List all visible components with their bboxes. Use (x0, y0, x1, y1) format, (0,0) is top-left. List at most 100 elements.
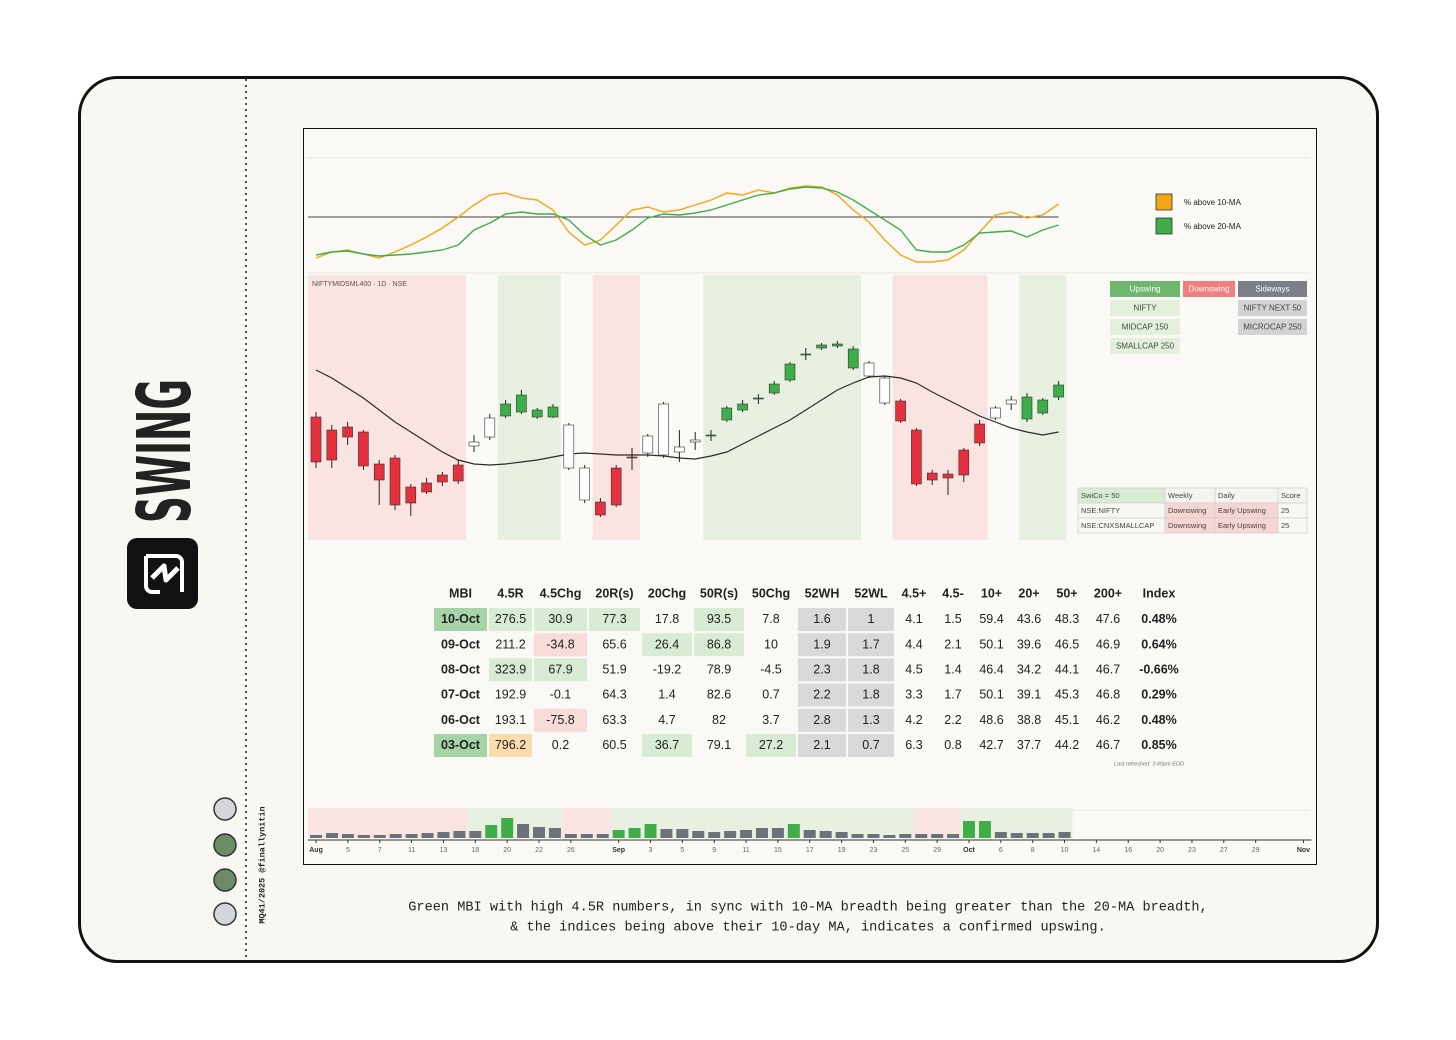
mbi-header: Index (1143, 586, 1176, 600)
mbi-cell: 10-Oct (441, 612, 481, 626)
mbi-cell: 7.8 (762, 612, 779, 626)
x-tick-label: 18 (471, 847, 479, 854)
mbi-cell-shade (489, 734, 532, 757)
volume-bar (405, 834, 418, 838)
mbi-cell: 47.6 (1096, 612, 1120, 626)
mbi-cell: 4.7 (658, 713, 675, 727)
regime-header (1110, 281, 1180, 297)
x-tick-label: 5 (346, 847, 350, 854)
moving-average (315, 369, 1059, 466)
mbi-cell-shade (434, 734, 487, 757)
legend-swatch (1155, 193, 1173, 211)
volume-bar (915, 834, 928, 838)
x-tick-label: Oct (963, 847, 975, 854)
regime-item-bg (1110, 319, 1180, 335)
x-tick-label: 3 (649, 847, 653, 854)
mbi-header: 4.5R (497, 586, 523, 600)
mbi-cell: 0.48% (1141, 612, 1176, 626)
mbi-cell: 48.3 (1055, 612, 1079, 626)
mbi-cell: 1 (868, 612, 875, 626)
x-tick-label: 25 (901, 847, 909, 854)
x-tick-label: 16 (1124, 847, 1132, 854)
logo-frame (144, 554, 184, 594)
mbi-cell: 1.7 (862, 637, 879, 651)
mbi-cell: 796.2 (495, 738, 526, 752)
mbi-cell: 79.1 (707, 738, 731, 752)
x-tick-label: 23 (870, 847, 878, 854)
x-tick-label: 9 (712, 847, 716, 854)
volume-bar (517, 824, 530, 838)
volume-bar (389, 834, 402, 838)
candle-body (1005, 399, 1017, 405)
regime-band (913, 808, 962, 838)
volume-bar (994, 832, 1007, 838)
volume-bar (310, 835, 323, 838)
mbi-cell: -0.66% (1139, 662, 1179, 676)
regime-item-bg (1238, 319, 1307, 335)
mbi-cell: 78.9 (707, 662, 731, 676)
mbi-cell: 77.3 (602, 612, 626, 626)
mbi-cell-shade (642, 633, 692, 657)
mbi-cell-shade (798, 633, 846, 657)
mbi-cell: 46.7 (1096, 662, 1120, 676)
regime-band (467, 808, 563, 838)
candle-body (342, 426, 353, 438)
dot (213, 797, 237, 821)
regime-header (1238, 281, 1307, 297)
mbi-cell: 38.8 (1017, 713, 1041, 727)
mbi-cell: 1.5 (944, 612, 961, 626)
x-tick-label: 23 (1188, 847, 1196, 854)
mbi-cell: 192.9 (495, 688, 526, 702)
candle-body (421, 482, 432, 493)
mbi-cell: 2.8 (813, 713, 830, 727)
mbi-cell-shade (848, 658, 894, 682)
regime-item-bg (1110, 338, 1180, 354)
mbi-cell: 1.6 (813, 612, 830, 626)
x-tick-label: 20 (503, 847, 511, 854)
x-tick-label: 19 (838, 847, 846, 854)
dot (213, 902, 237, 926)
regime-item: MIDCAP 150 (1122, 323, 1169, 332)
candle-body (531, 409, 543, 418)
candle-body (358, 431, 369, 467)
volume-bar (851, 834, 864, 838)
ticker-title: NIFTYMIDSML400 · 1D · NSE (312, 281, 407, 288)
volume-bar (755, 828, 768, 838)
mbi-cell: 08-Oct (441, 662, 481, 676)
mbi-header: 20R(s) (595, 586, 633, 600)
x-tick-label: 11 (742, 847, 749, 854)
mbi-cell: 2.3 (813, 662, 830, 676)
regime-band (308, 275, 467, 540)
mbi-cell: 37.7 (1017, 738, 1041, 752)
brand-name: SWING (122, 379, 208, 523)
mbi-cell: 65.6 (602, 637, 626, 651)
volume-bar (819, 831, 832, 838)
mbi-cell: 46.8 (1096, 688, 1120, 702)
mbi-cell: 42.7 (979, 738, 1003, 752)
x-tick-label: 14 (1093, 847, 1101, 854)
mbi-cell: 51.9 (602, 662, 626, 676)
mbi-cell: -0.1 (550, 688, 572, 702)
mbi-cell: 03-Oct (441, 738, 481, 752)
candle-body (911, 429, 922, 485)
x-tick-label: Sep (612, 847, 625, 854)
candle-body (595, 501, 606, 516)
mbi-cell: 0.29% (1141, 688, 1176, 702)
mbi-cell: 44.1 (1055, 662, 1079, 676)
mbi-header: 200+ (1094, 586, 1122, 600)
mbi-cell: 39.1 (1017, 688, 1041, 702)
caption-line: & the indices being above their 10-day M… (510, 921, 1106, 936)
mbi-cell: 3.3 (905, 688, 922, 702)
mbi-cell: 0.2 (552, 738, 569, 752)
mbi-cell: -4.5 (760, 662, 782, 676)
mbi-cell: 67.9 (548, 662, 572, 676)
candle-body (879, 377, 891, 404)
swico-text: SwiCo = 50 (1081, 491, 1120, 500)
mbi-cell-shade (434, 608, 487, 631)
candle-body (816, 344, 827, 349)
x-tick-label: 6 (999, 847, 1003, 854)
candle-body (405, 486, 417, 504)
volume-bar (1026, 833, 1039, 838)
mbi-cell-shade (798, 683, 846, 707)
